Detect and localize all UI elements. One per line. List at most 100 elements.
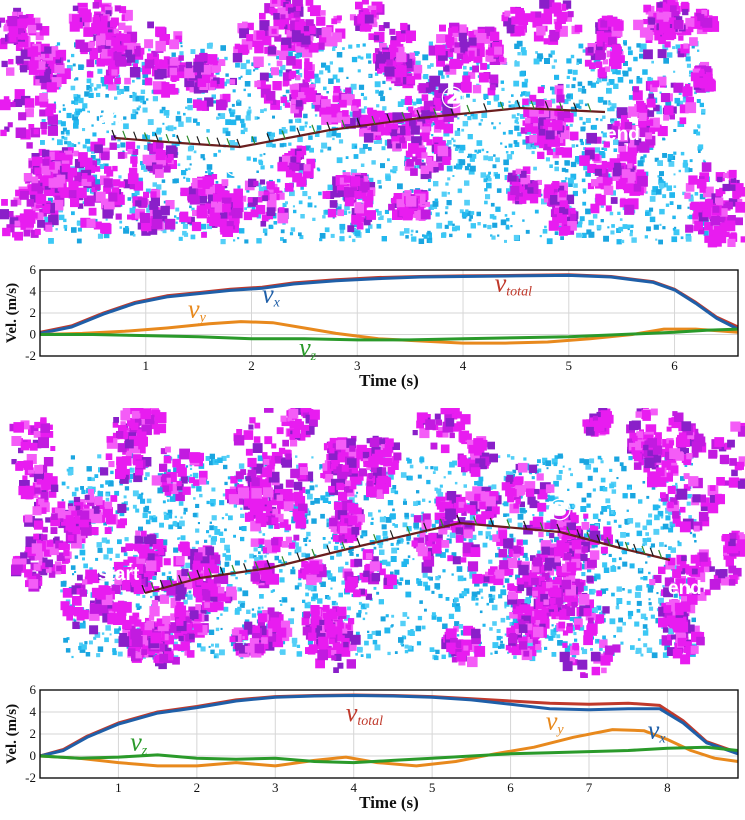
tree-point xyxy=(198,180,206,188)
tree-point xyxy=(32,177,39,184)
tree-point xyxy=(414,65,423,74)
floor-point xyxy=(509,130,513,134)
tree-point xyxy=(260,73,269,82)
tree-point xyxy=(25,218,35,228)
floor-point xyxy=(305,593,309,597)
floor-point xyxy=(291,227,295,231)
floor-point xyxy=(405,235,409,239)
tree-point xyxy=(694,204,702,212)
tree-point xyxy=(6,67,14,75)
floor-point xyxy=(353,58,357,62)
tree-point xyxy=(563,111,570,118)
floor-point xyxy=(598,97,604,103)
floor-point xyxy=(573,70,578,75)
tree-point xyxy=(92,17,99,24)
tree-point xyxy=(697,179,707,189)
floor-point xyxy=(495,651,498,654)
tree-point xyxy=(145,59,155,69)
floor-point xyxy=(506,218,510,222)
floor-point xyxy=(393,585,397,589)
tree-point xyxy=(557,89,563,95)
floor-point xyxy=(80,623,86,629)
tree-point xyxy=(643,19,648,24)
floor-point xyxy=(657,160,663,166)
tree-point xyxy=(156,150,166,160)
floor-point xyxy=(361,109,366,114)
tree-point xyxy=(558,214,567,223)
floor-point xyxy=(656,189,662,195)
tree-point xyxy=(422,94,429,101)
tree-point xyxy=(44,204,50,210)
tree-point xyxy=(272,81,281,90)
tree-point xyxy=(180,212,189,221)
floor-point xyxy=(583,191,586,194)
tree-point xyxy=(689,37,698,46)
tree-point xyxy=(291,99,296,104)
floor-point xyxy=(617,586,622,591)
tree-point xyxy=(504,11,510,17)
tree-point xyxy=(400,23,407,30)
floor-point xyxy=(446,75,449,78)
floor-point xyxy=(578,88,582,92)
tree-point xyxy=(304,164,311,171)
tree-point xyxy=(733,192,740,199)
tree-point xyxy=(665,41,671,47)
floor-point xyxy=(468,134,473,139)
floor-point xyxy=(532,476,535,479)
floor-point xyxy=(184,233,188,237)
floor-point xyxy=(457,117,459,119)
floor-point xyxy=(308,203,313,208)
tree-point xyxy=(79,8,88,17)
tree-point xyxy=(277,61,283,67)
floor-point xyxy=(493,164,497,168)
tree-point xyxy=(648,94,654,100)
floor-point xyxy=(543,229,548,234)
floor-point xyxy=(77,239,82,244)
tree-point xyxy=(556,94,564,102)
floor-point xyxy=(280,604,282,606)
tree-point xyxy=(42,159,49,166)
floor-point xyxy=(663,58,669,64)
floor-point xyxy=(697,50,699,52)
floor-point xyxy=(506,151,509,154)
tree-point xyxy=(272,29,277,34)
tree-point xyxy=(292,164,300,172)
floor-point xyxy=(566,84,570,88)
tree-point xyxy=(353,99,361,107)
tree-point xyxy=(259,20,269,30)
tree-point xyxy=(384,66,394,76)
floor-point xyxy=(241,123,246,128)
tree-point xyxy=(111,18,119,26)
tree-point xyxy=(490,32,499,41)
tree-point xyxy=(611,197,618,204)
floor-point xyxy=(90,83,94,87)
floor-point xyxy=(601,478,606,483)
floor-point xyxy=(567,76,570,79)
tree-point xyxy=(600,21,607,28)
tree-point xyxy=(421,166,430,175)
floor-point xyxy=(328,78,334,84)
floor-point xyxy=(544,226,547,229)
floor-point xyxy=(233,535,236,538)
tree-point xyxy=(399,137,405,143)
floor-point xyxy=(505,578,510,583)
floor-point xyxy=(181,45,183,47)
floor-point xyxy=(321,143,327,149)
floor-point xyxy=(245,81,251,87)
tree-point xyxy=(549,221,559,231)
tree-point xyxy=(535,12,541,18)
floor-point xyxy=(162,123,164,125)
floor-point xyxy=(196,486,202,492)
floor-point xyxy=(74,79,76,81)
floor-point xyxy=(662,194,666,198)
floor-point xyxy=(506,225,509,228)
floor-point xyxy=(174,127,177,130)
floor-point xyxy=(265,233,268,236)
tree-point xyxy=(306,0,314,6)
floor-point xyxy=(428,240,431,243)
tree-point xyxy=(149,201,158,210)
floor-point xyxy=(665,515,670,520)
floor-point xyxy=(552,65,556,69)
tree-point xyxy=(192,222,201,231)
tree-point xyxy=(446,37,455,46)
